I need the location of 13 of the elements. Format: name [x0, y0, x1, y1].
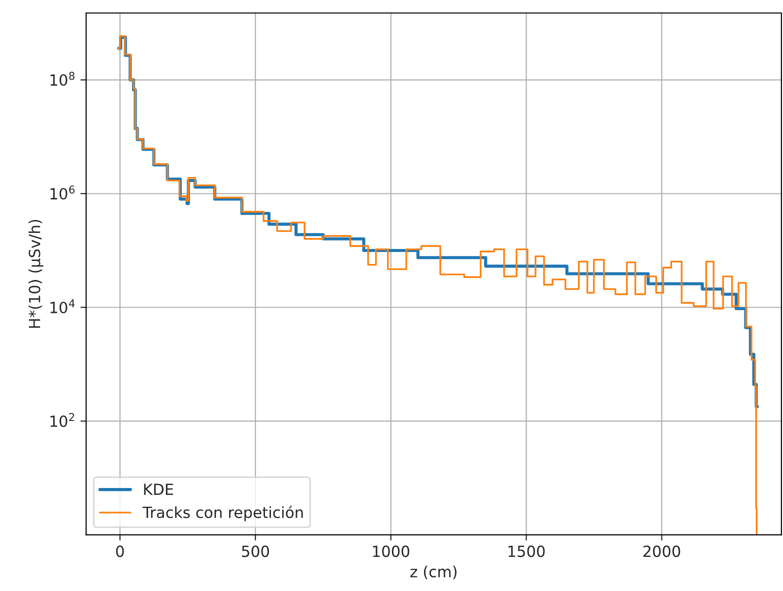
y-tick-label: 10$^{6}$	[50, 186, 75, 200]
y-tick-label: 10$^{2}$	[50, 413, 74, 428]
x-tick-label: 1500	[508, 546, 545, 558]
y-axis-title: H*(10) (μSv/h)	[28, 220, 44, 328]
x-tick-label: 1000	[373, 546, 410, 558]
y-tick-label: 10$^{8}$	[50, 72, 74, 86]
y-tick-label: 10$^{4}$	[50, 299, 75, 314]
x-tick-label: 0	[116, 546, 124, 558]
x-axis-title: z (cm)	[410, 566, 457, 580]
legend-label: KDE	[144, 484, 174, 495]
x-tick-label: 2000	[643, 546, 680, 558]
x-tick-label: 500	[242, 546, 269, 558]
legend-label: Tracks con repetición	[142, 506, 303, 522]
